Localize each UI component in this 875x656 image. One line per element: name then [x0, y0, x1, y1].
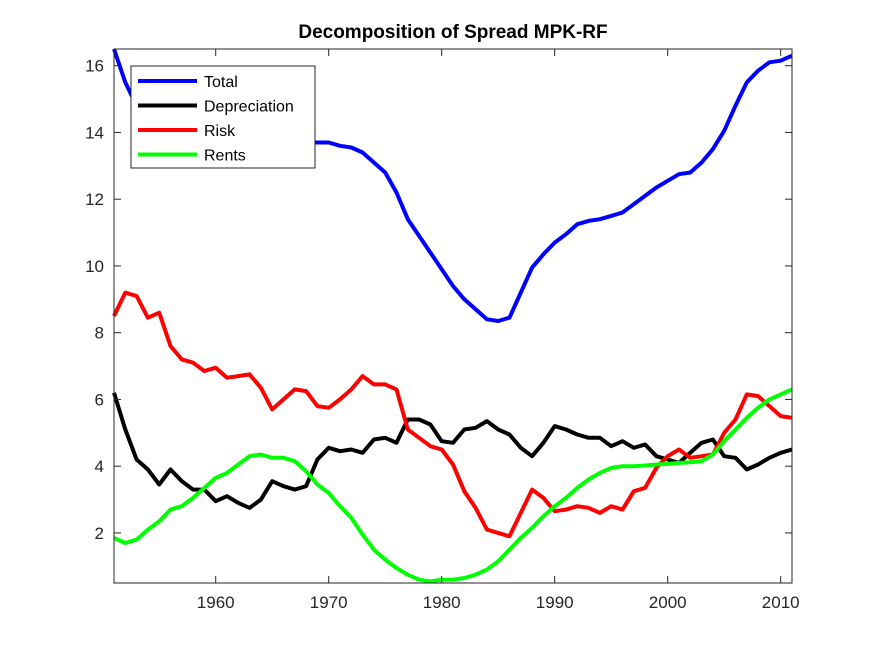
y-tick-label: 8 — [95, 324, 104, 343]
x-tick-label: 1990 — [536, 593, 574, 612]
y-tick-label: 12 — [85, 190, 104, 209]
legend-item-total: Total — [138, 74, 238, 91]
legend-label: Depreciation — [204, 99, 294, 116]
legend: Total Depreciation Risk Rents — [130, 65, 316, 169]
y-tick-label: 4 — [95, 457, 104, 476]
legend-label: Total — [204, 74, 238, 91]
series-line-risk — [112, 290, 793, 539]
axes-box — [113, 48, 793, 584]
y-tick-label: 10 — [85, 257, 104, 276]
x-tick-label: 2000 — [649, 593, 687, 612]
series-line-rents — [113, 387, 793, 584]
legend-item-risk: Risk — [138, 123, 236, 140]
legend-item-depreciation: Depreciation — [138, 99, 294, 116]
legend-item-rents: Rents — [138, 148, 246, 165]
y-axis: 2 4 6 8 10 12 14 16 — [85, 57, 792, 543]
legend-label: Risk — [204, 123, 236, 140]
x-axis: 1960 1970 1980 1990 2000 2010 — [197, 49, 800, 612]
y-tick-label: 14 — [85, 123, 104, 142]
chart-title: Decomposition of Spread MPK-RF — [298, 22, 607, 43]
x-tick-label: 1970 — [310, 593, 348, 612]
x-tick-label: 1960 — [197, 593, 235, 612]
y-tick-label: 16 — [85, 57, 104, 76]
legend-label: Rents — [204, 148, 246, 165]
x-tick-label: 1980 — [423, 593, 461, 612]
x-tick-label: 2010 — [762, 593, 800, 612]
y-tick-label: 6 — [95, 390, 104, 409]
y-tick-label: 2 — [95, 524, 104, 543]
